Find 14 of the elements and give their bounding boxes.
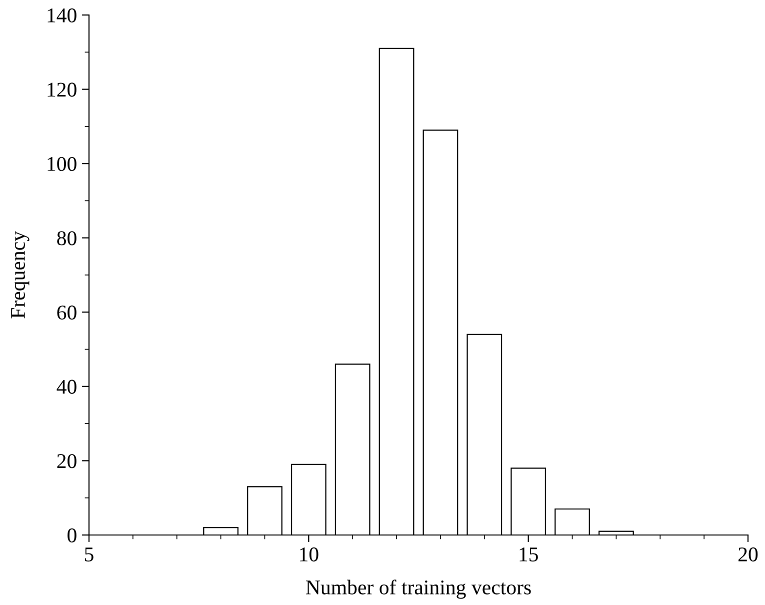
y-tick-label: 0 <box>68 528 76 542</box>
x-tick-label: 5 <box>85 548 94 562</box>
y-tick-label: 80 <box>57 231 76 246</box>
x-tick-label: 20 <box>738 547 758 562</box>
y-tick-label: 40 <box>56 380 76 394</box>
y-axis-title: Frequency <box>11 231 30 318</box>
x-tick-label: 15 <box>520 548 538 562</box>
y-tick-label: 140 <box>48 8 76 22</box>
y-tick-label: 100 <box>48 156 76 172</box>
y-tick-label: 20 <box>57 454 76 468</box>
x-axis-title: Number of training vectors <box>306 580 531 599</box>
y-tick-label: 120 <box>48 82 76 97</box>
y-tick-label: 60 <box>57 306 76 320</box>
x-tick-label: 10 <box>300 547 318 562</box>
